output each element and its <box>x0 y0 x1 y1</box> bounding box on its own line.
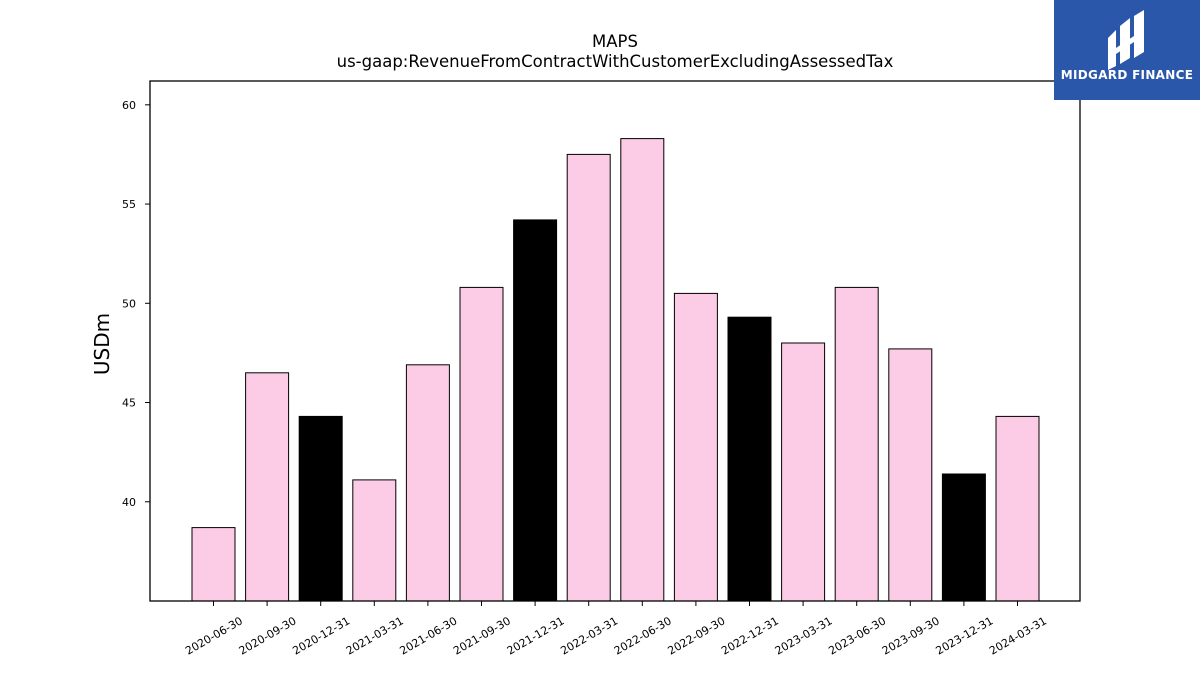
bar <box>191 527 236 602</box>
y-tick-label: 45 <box>122 397 136 410</box>
y-tick-label: 60 <box>122 99 136 112</box>
bar <box>781 342 826 602</box>
bar <box>727 316 772 602</box>
bar <box>459 286 504 602</box>
bar <box>298 415 343 602</box>
x-tick-label: 2023-03-31 <box>773 614 835 657</box>
x-tick-label: 2020-12-31 <box>290 614 352 657</box>
x-tick-label: 2023-12-31 <box>934 614 996 657</box>
x-tick-label: 2021-09-30 <box>451 614 513 657</box>
bar <box>566 153 611 602</box>
bar <box>352 479 397 602</box>
y-tick-label: 50 <box>122 297 136 310</box>
axes-frame <box>149 80 1081 602</box>
chart-subtitle: us-gaap:RevenueFromContractWithCustomerE… <box>336 52 894 71</box>
x-tick-label: 2023-09-30 <box>880 614 942 657</box>
bar <box>673 292 718 602</box>
bar <box>513 219 558 602</box>
logo-text: MIDGARD FINANCE <box>1060 68 1194 82</box>
logo-icon <box>1108 10 1144 70</box>
x-tick-label: 2021-12-31 <box>505 614 567 657</box>
x-tick-label: 2022-12-31 <box>719 614 781 657</box>
x-tick-label: 2020-09-30 <box>237 614 299 657</box>
bar <box>888 348 933 602</box>
bar <box>405 364 450 602</box>
bar <box>245 372 290 602</box>
y-tick-label: 40 <box>122 496 136 509</box>
brand-logo: MIDGARD FINANCE <box>1054 0 1200 100</box>
bar <box>620 138 665 602</box>
bar <box>995 415 1040 602</box>
x-tick-label: 2024-03-31 <box>987 614 1049 657</box>
y-axis-label: USDm <box>90 313 114 375</box>
x-tick-label: 2022-03-31 <box>558 614 620 657</box>
x-tick-label: 2022-06-30 <box>612 614 674 657</box>
x-tick-label: 2021-03-31 <box>344 614 406 657</box>
chart-title: MAPS <box>592 32 638 51</box>
bar <box>834 286 879 602</box>
y-tick-label: 55 <box>122 198 136 211</box>
x-tick-label: 2023-06-30 <box>826 614 888 657</box>
x-tick-label: 2020-06-30 <box>183 614 245 657</box>
x-tick-label: 2022-09-30 <box>666 614 728 657</box>
x-tick-label: 2021-06-30 <box>398 614 460 657</box>
bar <box>941 473 986 602</box>
